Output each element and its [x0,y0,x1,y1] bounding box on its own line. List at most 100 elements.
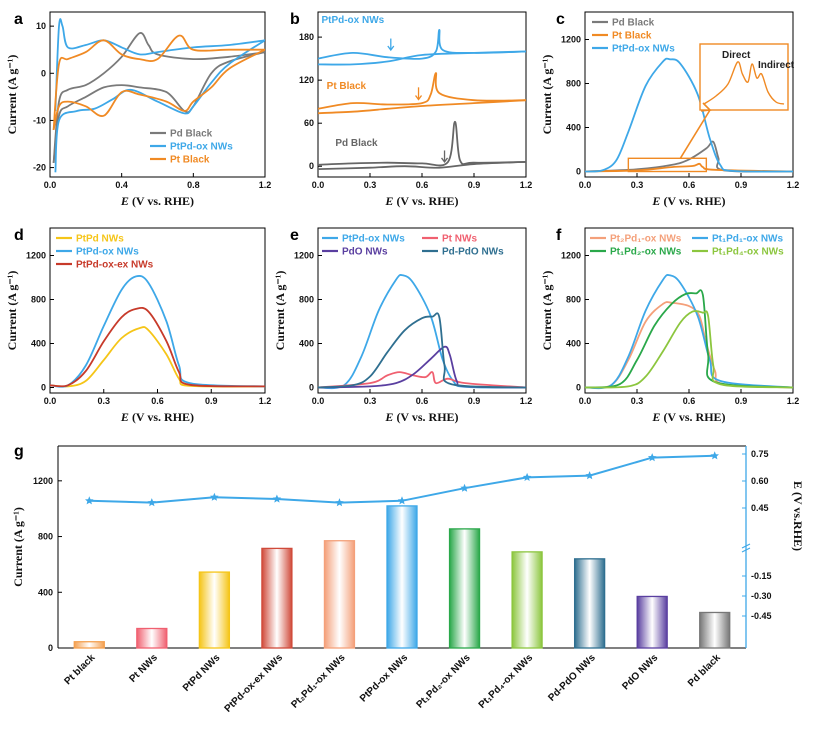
panel-a-frame [49,11,266,178]
panel-a-xtick-label: 1.2 [259,180,272,190]
panel-d-series-line [49,275,266,388]
panel-label-c: c [556,11,565,28]
panel-a-xtick-label: 0.8 [187,180,200,190]
panel-g-bar [511,551,543,649]
panel-d-xtick-label: 0.9 [205,396,218,406]
panel-b-series-line [318,50,526,66]
panel-d-legend-label: PtPd-ox-ex NWs [76,260,154,271]
panel-f-xtick-label: 0.3 [631,396,644,406]
panel-g-y2tick-label: 0.60 [751,476,769,486]
panel-f-xlabel-unit: (V vs. RHE) [660,410,725,424]
panel-label-g: g [14,443,24,460]
panel-d-ytick-label: 400 [31,339,46,349]
panel-g-potential-marker [335,498,344,507]
panel-c-xlabel-var: E [651,194,660,208]
panel-g-potential-marker [647,453,657,462]
panel-g-ytick-label: 400 [38,587,53,597]
panel-e-xtick-label: 0.9 [468,396,481,406]
panel-e-series-line [317,274,527,390]
panel-e-xtick-label: 0.0 [312,396,325,406]
panel-g-y2label: E (V vs.RHE) [791,481,805,551]
panel-g-y2tick-label: 0.45 [751,503,769,513]
panel-c-xlabel-unit: (V vs. RHE) [660,194,725,208]
panel-label-a: a [14,11,23,28]
panel-label-b: b [290,11,300,28]
panel-g-potential-marker [710,451,719,460]
panel-c-inset-arrow-head [700,102,712,112]
panel-f-series-line [584,289,794,389]
panel-c-inset-curve [703,61,785,105]
panel-e-xlabel-var: E [384,410,393,424]
panel-b-xtick-label: 0.3 [364,180,377,190]
panel-c-ytick-label: 0 [576,167,581,177]
panel-g-ytick-label: 800 [38,532,53,542]
panel-d-xlabel-var: E [120,410,129,424]
panel-b-arrow-head [415,95,423,101]
panel-b-ytick-label: 180 [299,32,314,42]
panel-g-potential-marker [397,496,407,505]
panel-g-axis-break [741,543,751,553]
panel-c-series-line [584,140,794,173]
panel-b-series-line [318,99,526,115]
panel-g-bar [699,611,731,649]
panel-label-e: e [290,227,299,244]
panel-b-arrow-head [387,45,395,52]
panel-c-xtick-label: 0.3 [631,180,644,190]
panel-b-series-line [318,72,526,110]
panel-d-ytick-label: 800 [31,295,46,305]
panel-g-category-label: Pt NWs [127,652,160,685]
panel-b-xlabel-var: E [384,194,393,208]
panel-c-xtick-label: 0.0 [579,180,592,190]
panel-f-ytick-label: 1200 [561,251,581,261]
panel-g-category-label: Pd-PdO NWs [546,652,598,704]
panel-label-d: d [14,227,24,244]
panel-e-legend-label: PdO NWs [342,247,388,258]
panel-e-ytick-label: 800 [299,295,314,305]
panel-g-category-label: Pd black [686,652,723,689]
panel-g-ytick-label: 0 [48,643,53,653]
panel-c-zoom-box [627,157,708,173]
panel-b-series-line [318,161,526,170]
panel-a-ytick-label: 10 [36,21,46,31]
panel-c-inset-label-indirect: Indirect [758,60,795,71]
panel-a-legend-label: PtPd-ox NWs [170,142,233,153]
panel-f-legend-label: Pt₂Pd₁-ox NWs [610,234,682,245]
panel-g-ylabel: Current (A g⁻¹) [11,507,25,587]
panel-f-xtick-label: 0.9 [735,396,748,406]
panel-b-ytick-label: 60 [304,118,314,128]
panel-f-ytick-label: 0 [576,383,581,393]
panel-a-xlabel-unit: (V vs. RHE) [129,194,194,208]
panel-c-xtick-label: 0.9 [735,180,748,190]
panel-c-inset-arrow [679,109,711,159]
panel-f-xtick-label: 1.2 [787,396,800,406]
panel-b-xlabel: E (V vs. RHE) [384,194,458,208]
panel-c-ytick-label: 1200 [561,35,581,45]
panel-g-y2tick-label: 0.75 [751,449,769,459]
panel-e-xtick-label: 0.6 [416,396,429,406]
panel-b-annotation: Pd Black [335,138,378,149]
panel-g-bar [448,528,481,649]
panel-a-xlabel: E (V vs. RHE) [120,194,194,208]
panel-d-legend-label: PtPd-ox NWs [76,247,139,258]
panel-c-xtick-label: 1.2 [787,180,800,190]
panel-e-series-line [317,371,527,389]
panel-e-xtick-label: 1.2 [520,396,533,406]
panel-c-series-line [584,57,794,173]
panel-g-potential-marker [85,496,94,505]
panel-d-xtick-label: 0.6 [151,396,164,406]
panel-d-series-line [49,306,266,388]
panel-g-potential-marker [460,483,469,492]
panel-f-legend-label: Pt₁Pd₂-ox NWs [610,247,682,258]
panel-g-category-label: Pt₁Pd₂-ox NWs [414,652,473,711]
panel-e-xlabel-unit: (V vs. RHE) [393,410,458,424]
panel-g-potential-marker [147,498,157,507]
panel-b-xtick-label: 0.0 [312,180,325,190]
panel-d-ylabel: Current (A g⁻¹) [5,271,19,351]
panel-c-series-line [584,162,794,173]
panel-e-legend-label: Pt NWs [442,234,477,245]
panel-g-category-label: Pt black [62,652,97,687]
panel-a-ylabel: Current (A g⁻¹) [5,55,19,135]
panel-g-potential-marker [210,492,219,501]
panel-d-xtick-label: 0.0 [44,396,57,406]
panel-c-ytick-label: 800 [566,79,581,89]
